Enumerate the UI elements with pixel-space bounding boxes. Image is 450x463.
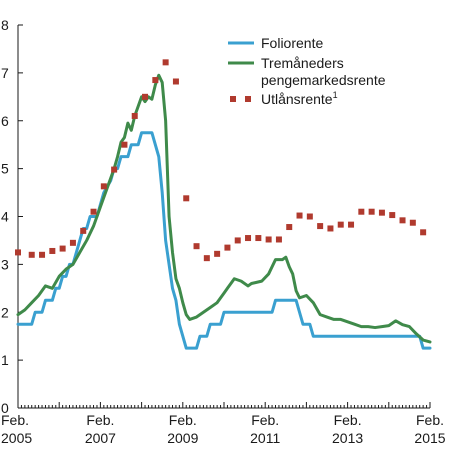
y-axis-ticks: 0 1 2 3 4 5 6 7 8	[1, 17, 23, 416]
series-marker-2	[234, 237, 241, 244]
series-marker-2	[358, 208, 365, 215]
series-marker-2	[306, 213, 313, 220]
series-marker-2	[368, 208, 375, 215]
series-marker-2	[286, 224, 293, 231]
series-marker-2	[49, 247, 56, 254]
series-marker-2	[193, 243, 200, 250]
x-tick-label-month: Feb.	[169, 412, 197, 428]
y-tick-label: 1	[1, 352, 9, 368]
series-marker-2	[255, 235, 262, 242]
x-tick-label-year: 2015	[414, 430, 445, 446]
y-tick-label: 6	[1, 113, 9, 129]
series-marker-2	[15, 249, 21, 256]
y-tick-label: 8	[1, 17, 9, 33]
series-marker-2	[327, 225, 334, 232]
series-marker-2	[224, 244, 231, 251]
x-tick-label-month: Feb.	[334, 412, 362, 428]
legend: Foliorente Tremåneders pengemarkedsrente Ut…	[228, 35, 386, 107]
y-tick-label: 4	[1, 209, 9, 225]
series-line-1	[16, 73, 432, 344]
series-marker-2	[399, 217, 406, 224]
x-tick-label-month: Feb.	[416, 412, 444, 428]
series-marker-2	[378, 209, 385, 216]
series-marker-2	[121, 141, 128, 148]
x-axis-ticks: Feb. 2005 Feb. 2007 Feb. 2009 Feb. 2011 Feb. 2013…	[1, 402, 446, 446]
series-marker-2	[142, 93, 149, 100]
plot-area	[15, 59, 432, 350]
series-marker-2	[28, 251, 35, 258]
y-tick-label: 3	[1, 256, 9, 272]
x-tick-label-year: 2011	[250, 430, 280, 446]
series-marker-2	[69, 239, 76, 246]
legend-swatch-2	[245, 96, 251, 102]
x-tick-label-month: Feb.	[1, 412, 29, 428]
series-marker-2	[80, 227, 87, 234]
series-marker-2	[172, 78, 179, 85]
series-marker-2	[420, 229, 427, 236]
series-marker-2	[111, 166, 118, 173]
series-line-0	[16, 131, 432, 350]
series-marker-2	[183, 195, 190, 202]
x-tick-label-year: 2013	[332, 430, 363, 446]
series-marker-2	[131, 112, 138, 119]
series-marker-2	[162, 59, 169, 66]
series-marker-2	[275, 236, 282, 243]
y-tick-label: 7	[1, 65, 9, 81]
legend-label-2: Utlånsrente1	[261, 90, 338, 107]
x-tick-label-year: 2005	[1, 430, 32, 446]
series-marker-2	[245, 235, 252, 242]
series-marker-2	[203, 255, 210, 262]
y-tick-label: 0	[1, 400, 9, 416]
y-tick-label: 2	[1, 304, 9, 320]
series-marker-2	[296, 212, 303, 219]
series-marker-2	[348, 221, 355, 228]
series-marker-2	[214, 250, 221, 257]
x-tick-label-month: Feb.	[251, 412, 279, 428]
series-marker-2	[152, 77, 159, 84]
series-marker-2	[389, 212, 396, 219]
x-tick-label-month: Feb.	[86, 412, 114, 428]
legend-label-0: Foliorente	[261, 35, 323, 51]
series-marker-2	[317, 223, 324, 230]
series-marker-2	[409, 219, 416, 226]
legend-label-1: Tremåneders pengemarkedsrente	[261, 55, 386, 88]
series-marker-2	[100, 183, 107, 190]
y-tick-label: 5	[1, 161, 9, 177]
x-tick-label-year: 2009	[167, 430, 198, 446]
x-tick-label-year: 2007	[85, 430, 116, 446]
legend-swatch-2	[230, 96, 236, 102]
series-marker-2	[265, 236, 272, 243]
series-marker-2	[90, 208, 97, 215]
series-marker-2	[39, 251, 46, 258]
series-marker-2	[59, 245, 66, 252]
series-marker-2	[337, 221, 344, 228]
